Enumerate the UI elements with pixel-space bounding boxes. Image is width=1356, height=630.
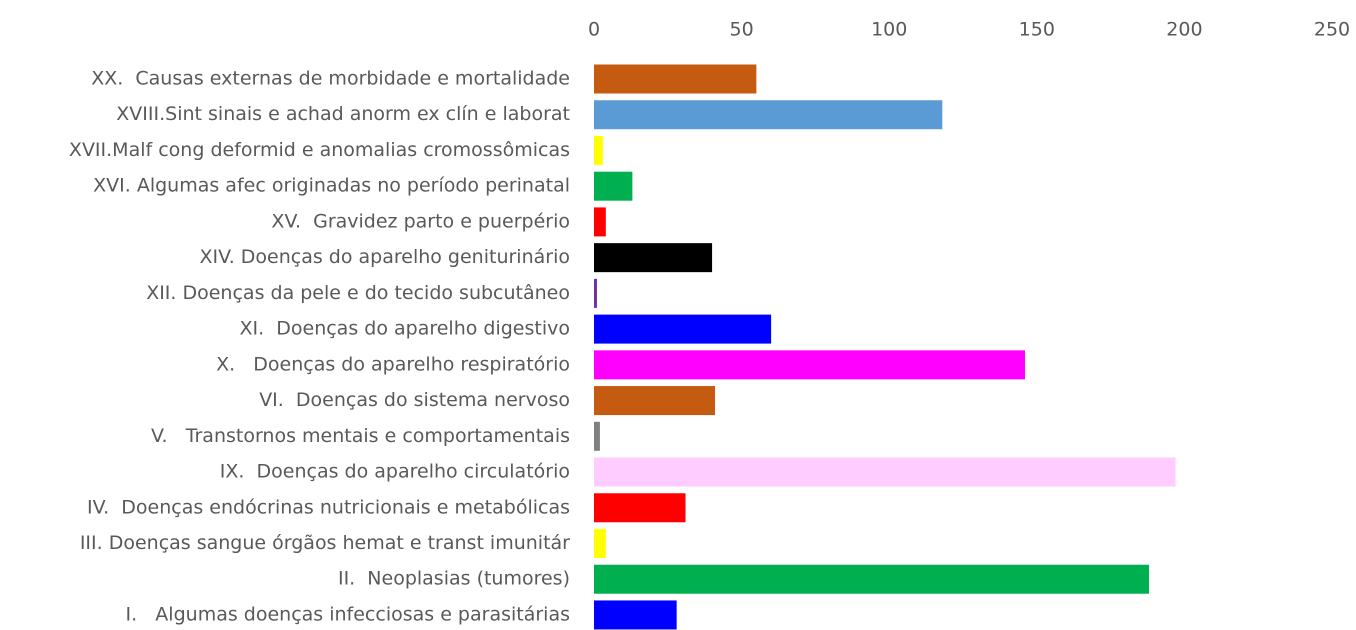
bar: [594, 171, 633, 201]
bar: [594, 386, 716, 416]
y-tick-label: IV. Doenças endócrinas nutricionais e me…: [87, 496, 570, 518]
y-tick-label: XX. Causas externas de morbidade e morta…: [91, 68, 570, 90]
bar: [594, 314, 772, 344]
x-tick-label: 100: [871, 19, 907, 41]
bar: [594, 243, 713, 273]
y-tick-label: XVI. Algumas afec originadas no período …: [93, 175, 570, 197]
y-tick-label: IX. Doenças do aparelho circulatório: [220, 461, 570, 483]
bar: [594, 421, 600, 451]
bar: [594, 64, 757, 94]
y-tick-label: XVII.Malf cong deformid e anomalias crom…: [69, 139, 570, 161]
y-tick-label: III. Doenças sangue órgãos hemat e trans…: [80, 532, 570, 554]
x-tick-label: 50: [730, 19, 754, 41]
bar: [594, 528, 606, 558]
y-tick-label: XIV. Doenças do aparelho geniturinário: [200, 246, 570, 268]
y-tick-label: V. Transtornos mentais e comportamentais: [151, 425, 570, 447]
y-tick-label: XI. Doenças do aparelho digestivo: [240, 318, 570, 340]
y-tick-label: XV. Gravidez parto e puerpério: [271, 210, 570, 232]
x-tick-label: 150: [1019, 19, 1055, 41]
y-tick-label: X. Doenças do aparelho respiratório: [216, 353, 570, 375]
bar: [594, 100, 943, 130]
bar: [594, 350, 1025, 380]
bar: [594, 493, 686, 523]
bar: [594, 207, 606, 237]
y-tick-label: XII. Doenças da pele e do tecido subcutâ…: [146, 282, 570, 304]
y-tick-label: II. Neoplasias (tumores): [338, 568, 570, 590]
y-tick-label: XVIII.Sint sinais e achad anorm ex clín …: [116, 103, 570, 125]
x-tick-label: 250: [1314, 19, 1350, 41]
x-tick-label: 0: [588, 19, 600, 41]
bar: [594, 600, 677, 630]
y-tick-label: I. Algumas doenças infecciosas e parasit…: [126, 603, 570, 625]
bar: [594, 278, 597, 308]
y-tick-label: VI. Doenças do sistema nervoso: [259, 389, 570, 411]
bar: [594, 564, 1149, 594]
bar: [594, 457, 1176, 487]
x-tick-label: 200: [1166, 19, 1202, 41]
bar: [594, 135, 603, 165]
